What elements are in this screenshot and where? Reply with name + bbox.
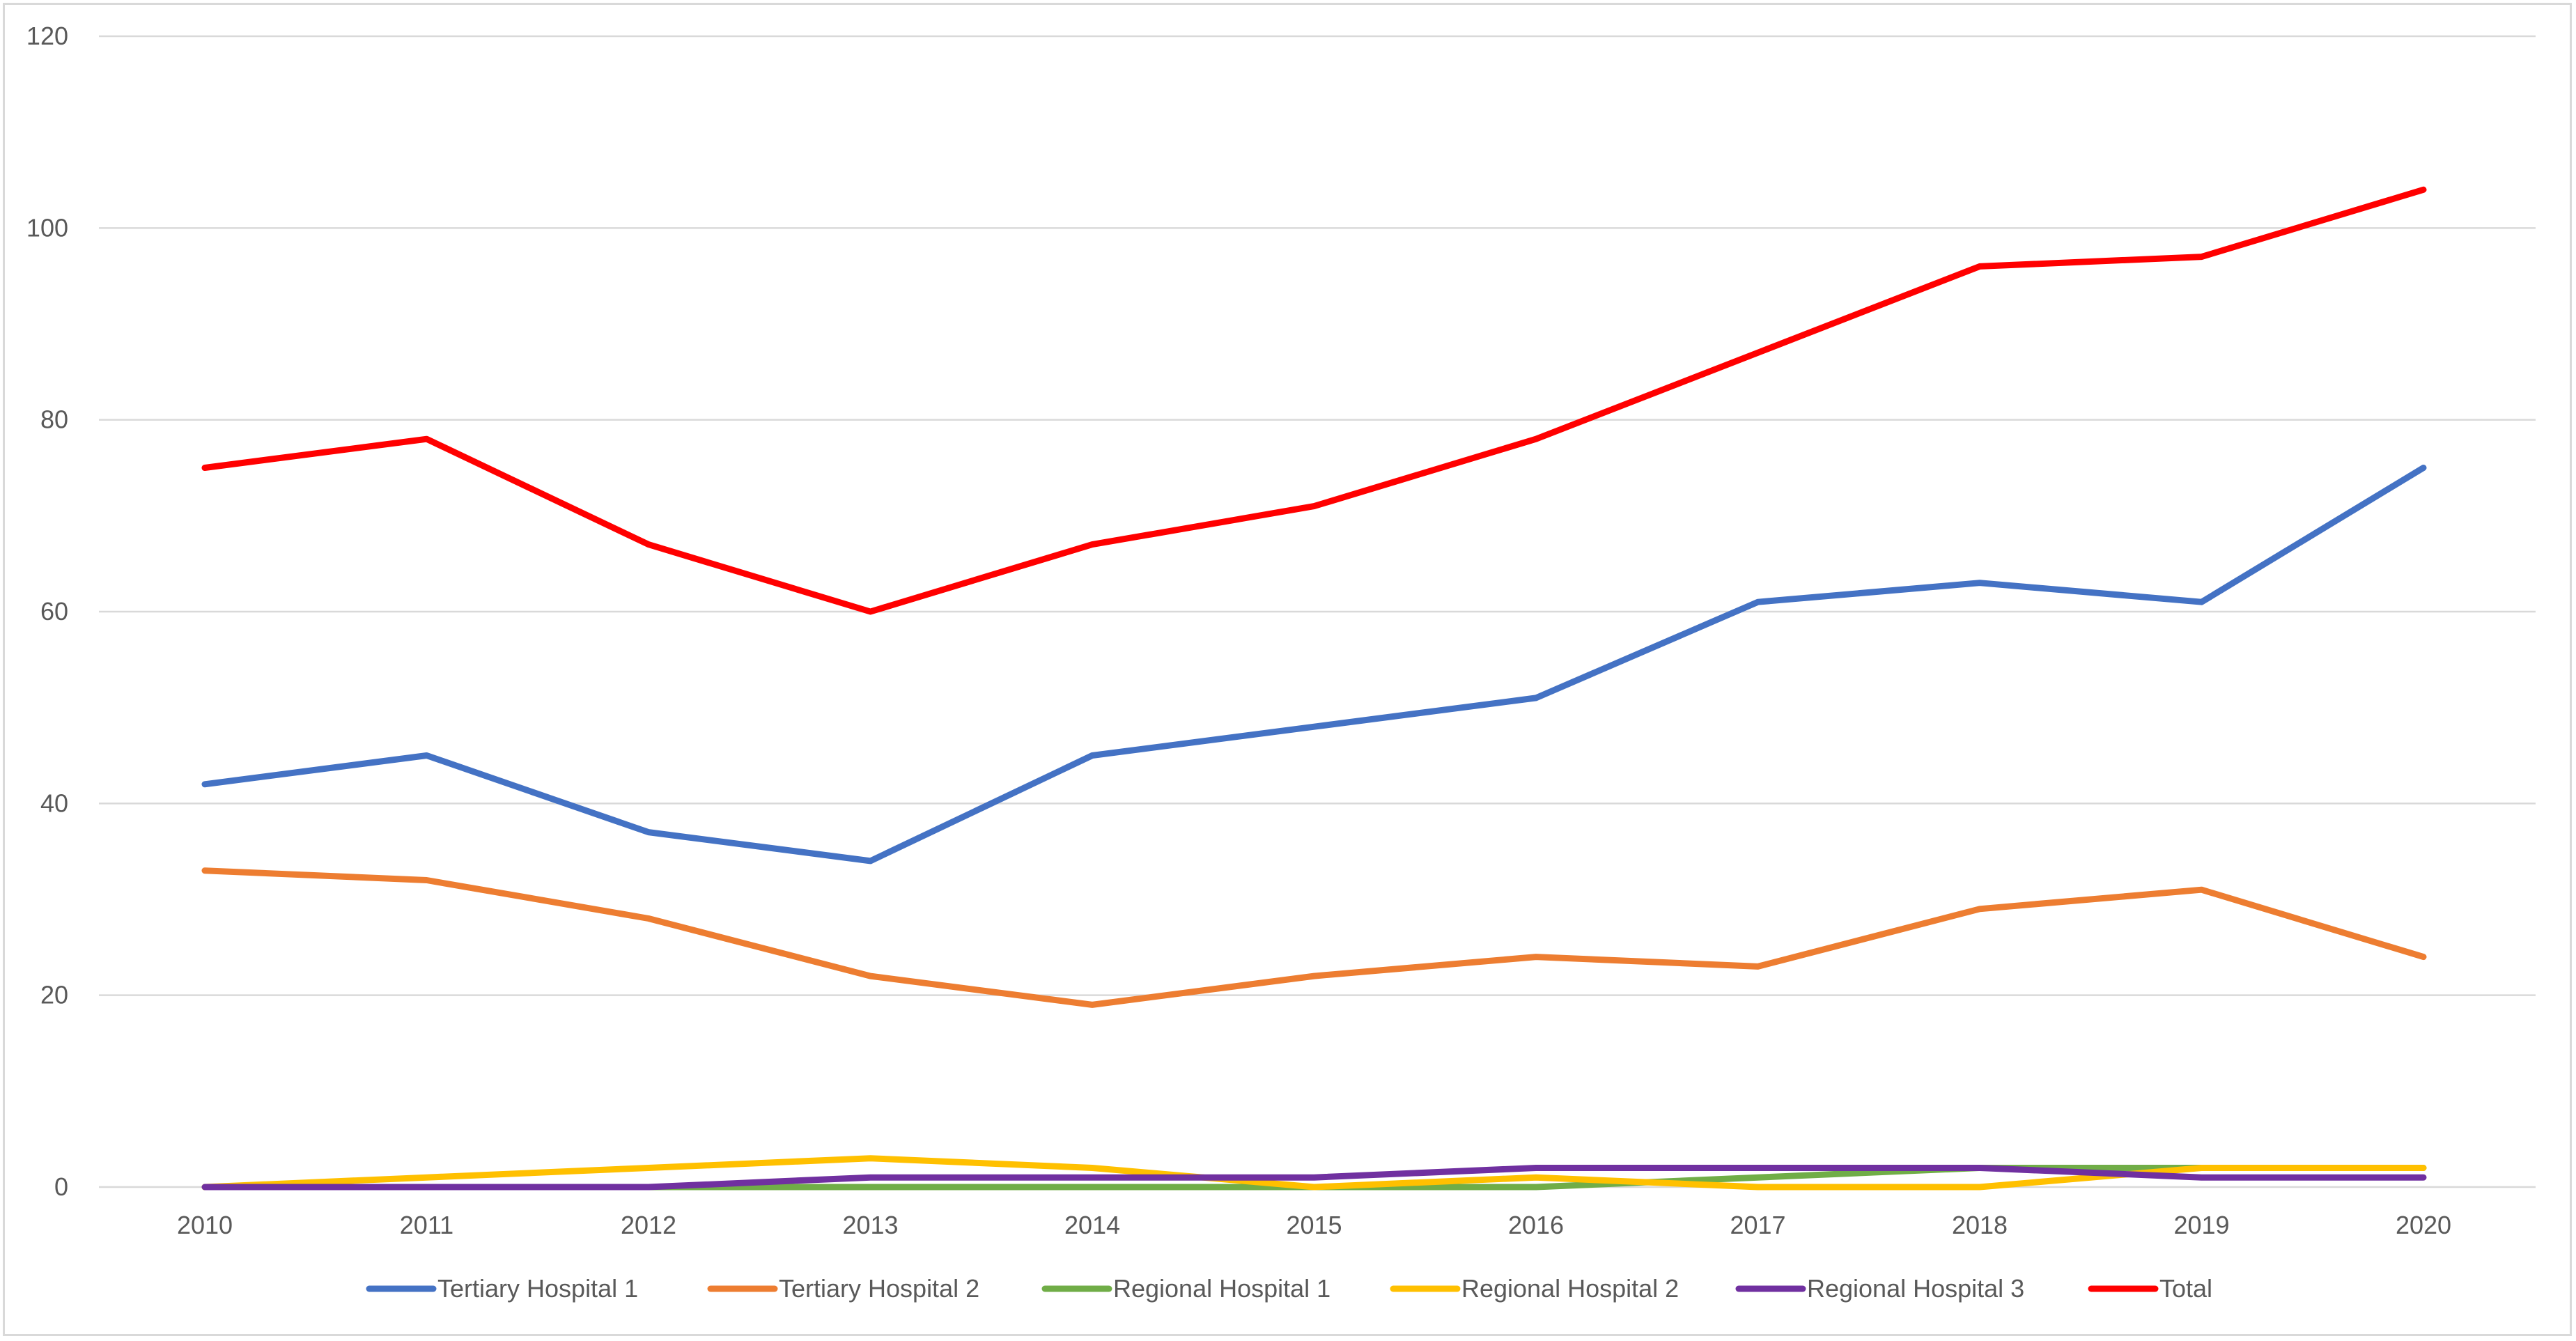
legend-label: Regional Hospital 3 <box>1807 1274 2024 1303</box>
series-lines <box>201 186 2427 1191</box>
x-tick-label: 2016 <box>1508 1211 1564 1239</box>
legend-item-tertiary-hospital-1: Tertiary Hospital 1 <box>366 1274 638 1303</box>
x-tick-label: 2019 <box>2173 1211 2229 1239</box>
y-tick-label: 60 <box>40 597 68 626</box>
legend: Tertiary Hospital 1 Tertiary Hospital 2 Re… <box>366 1274 2212 1303</box>
series-line-regional-hospital-2 <box>201 1155 2427 1191</box>
x-tick-label: 2018 <box>1952 1211 2008 1239</box>
series-line-regional-hospital-3 <box>201 1165 2427 1191</box>
chart-frame <box>3 3 2572 1336</box>
legend-label: Tertiary Hospital 2 <box>779 1274 979 1303</box>
x-tick-label: 2015 <box>1286 1211 1342 1239</box>
y-tick-label: 120 <box>26 22 68 50</box>
legend-label: Total <box>2159 1274 2212 1303</box>
y-axis-ticks: 0 20 40 60 80 100 120 <box>26 22 68 1201</box>
y-tick-label: 0 <box>54 1172 68 1201</box>
x-tick-label: 2020 <box>2396 1211 2451 1239</box>
x-tick-label: 2013 <box>842 1211 898 1239</box>
gridlines <box>99 35 2536 1188</box>
x-axis-ticks: 2010 2011 2012 2013 2014 2015 2016 2017 2018 2019… <box>177 1211 2451 1239</box>
legend-label: Tertiary Hospital 1 <box>437 1274 638 1303</box>
legend-item-regional-hospital-1: Regional Hospital 1 <box>1041 1274 1330 1303</box>
legend-item-tertiary-hospital-2: Tertiary Hospital 2 <box>707 1274 979 1303</box>
y-tick-label: 20 <box>40 981 68 1009</box>
x-tick-label: 2014 <box>1064 1211 1120 1239</box>
x-tick-label: 2012 <box>621 1211 676 1239</box>
legend-item-total: Total <box>2088 1274 2212 1303</box>
legend-item-regional-hospital-2: Regional Hospital 2 <box>1390 1274 1679 1303</box>
series-line-tertiary-hospital-2 <box>201 867 2427 1008</box>
series-line-tertiary-hospital-1 <box>201 465 2427 865</box>
y-tick-label: 80 <box>40 405 68 434</box>
y-tick-label: 40 <box>40 789 68 817</box>
legend-item-regional-hospital-3: Regional Hospital 3 <box>1735 1274 2024 1303</box>
y-tick-label: 100 <box>26 213 68 242</box>
x-tick-label: 2017 <box>1730 1211 1785 1239</box>
legend-label: Regional Hospital 1 <box>1113 1274 1330 1303</box>
x-tick-label: 2010 <box>177 1211 233 1239</box>
legend-label: Regional Hospital 2 <box>1461 1274 1679 1303</box>
series-line-total <box>201 186 2427 615</box>
x-tick-label: 2011 <box>400 1211 453 1239</box>
